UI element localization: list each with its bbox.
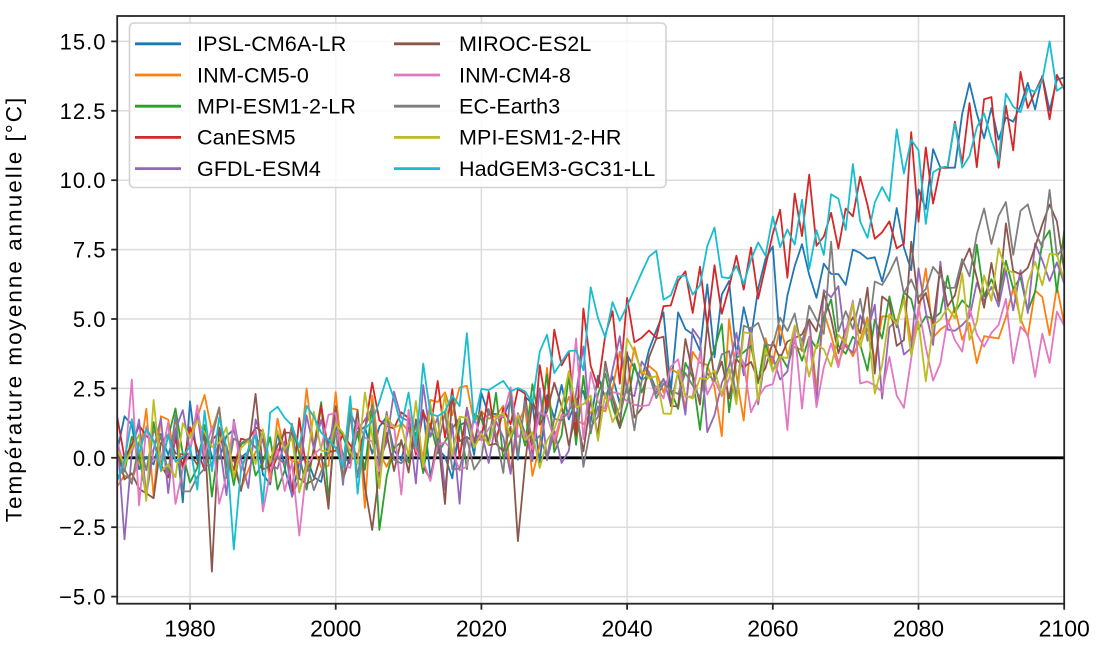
svg-text:2100: 2100 bbox=[1039, 616, 1090, 642]
svg-text:5.0: 5.0 bbox=[73, 307, 107, 332]
svg-text:GFDL-ESM4: GFDL-ESM4 bbox=[197, 157, 321, 181]
svg-text:MPI-ESM1-2-HR: MPI-ESM1-2-HR bbox=[459, 126, 622, 150]
svg-text:2060: 2060 bbox=[747, 616, 798, 642]
svg-text:2.5: 2.5 bbox=[73, 376, 107, 401]
svg-text:12.5: 12.5 bbox=[60, 99, 107, 124]
svg-text:MPI-ESM1-2-LR: MPI-ESM1-2-LR bbox=[197, 95, 356, 119]
svg-text:IPSL-CM6A-LR: IPSL-CM6A-LR bbox=[197, 32, 346, 56]
svg-text:Température moyenne annuelle [: Température moyenne annuelle [°C] bbox=[2, 96, 27, 522]
svg-text:CanESM5: CanESM5 bbox=[197, 126, 296, 150]
svg-text:HadGEM3-GC31-LL: HadGEM3-GC31-LL bbox=[459, 157, 655, 181]
svg-text:2080: 2080 bbox=[893, 616, 944, 642]
svg-text:2040: 2040 bbox=[602, 616, 653, 642]
svg-text:2000: 2000 bbox=[310, 616, 361, 642]
svg-text:INM-CM4-8: INM-CM4-8 bbox=[459, 63, 571, 87]
svg-text:−5.0: −5.0 bbox=[59, 585, 106, 610]
svg-text:2020: 2020 bbox=[456, 616, 507, 642]
svg-text:MIROC-ES2L: MIROC-ES2L bbox=[459, 32, 591, 56]
svg-text:1980: 1980 bbox=[164, 616, 215, 642]
svg-text:−2.5: −2.5 bbox=[59, 515, 106, 540]
svg-text:0.0: 0.0 bbox=[73, 446, 107, 471]
svg-text:EC-Earth3: EC-Earth3 bbox=[459, 95, 560, 119]
svg-text:15.0: 15.0 bbox=[60, 29, 107, 54]
svg-text:INM-CM5-0: INM-CM5-0 bbox=[197, 63, 309, 87]
svg-text:10.0: 10.0 bbox=[60, 168, 107, 193]
svg-text:7.5: 7.5 bbox=[73, 238, 107, 263]
